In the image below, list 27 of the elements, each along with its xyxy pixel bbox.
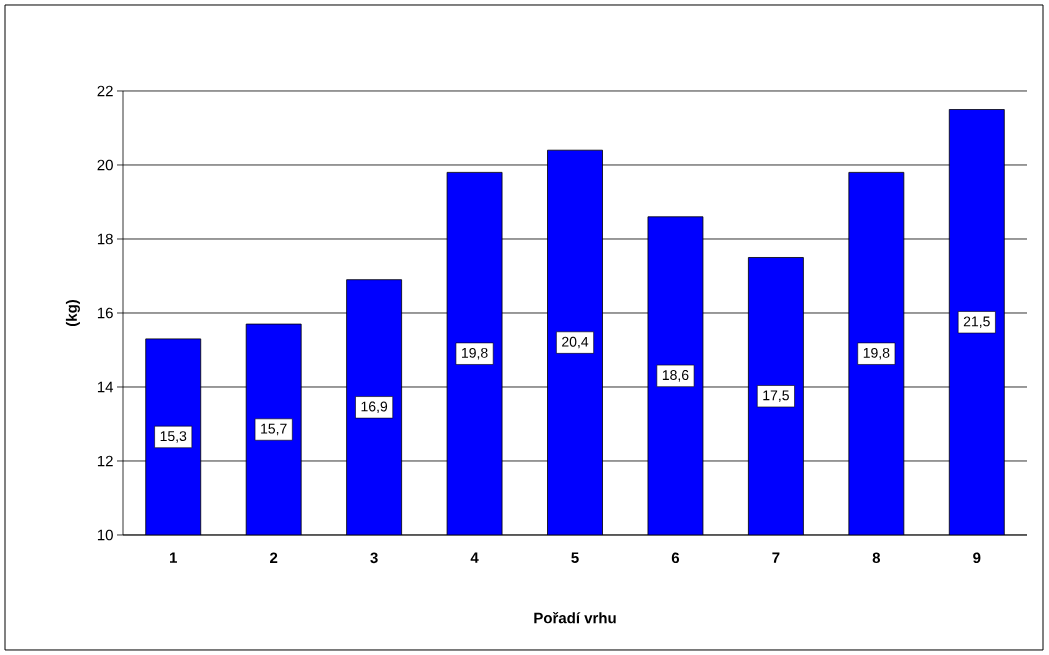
data-label: 18,6 <box>662 370 689 382</box>
x-tick-label: 9 <box>973 552 981 564</box>
data-label: 21,5 <box>963 316 990 329</box>
data-label: 19,8 <box>863 347 890 360</box>
y-tick-label: 14 <box>97 381 114 393</box>
data-label: 15,3 <box>160 431 187 443</box>
data-label: 19,8 <box>462 347 488 360</box>
y-axis-title: (kg) <box>65 299 80 326</box>
data-label: 15,7 <box>261 423 287 436</box>
x-axis-title: Pořadí vrhu <box>534 611 616 624</box>
x-tick-label: 7 <box>772 552 780 563</box>
y-tick-label: 20 <box>97 159 113 171</box>
x-tick-label: 4 <box>470 552 479 563</box>
y-tick-label: 10 <box>97 529 113 541</box>
data-label: 16,9 <box>361 401 388 414</box>
x-tick-label: 3 <box>370 552 378 564</box>
data-label: 17,5 <box>763 390 789 402</box>
y-tick-label: 18 <box>97 233 113 245</box>
y-tick-label: 16 <box>97 307 113 319</box>
x-tick-label: 2 <box>270 552 278 563</box>
data-label: 20,4 <box>562 336 589 349</box>
x-tick-label: 1 <box>170 552 177 563</box>
y-tick-label: 22 <box>97 85 113 97</box>
y-tick-label: 12 <box>97 455 113 467</box>
x-tick-label: 5 <box>571 552 579 563</box>
x-tick-label: 6 <box>671 552 680 564</box>
x-tick-label: 8 <box>872 552 881 564</box>
